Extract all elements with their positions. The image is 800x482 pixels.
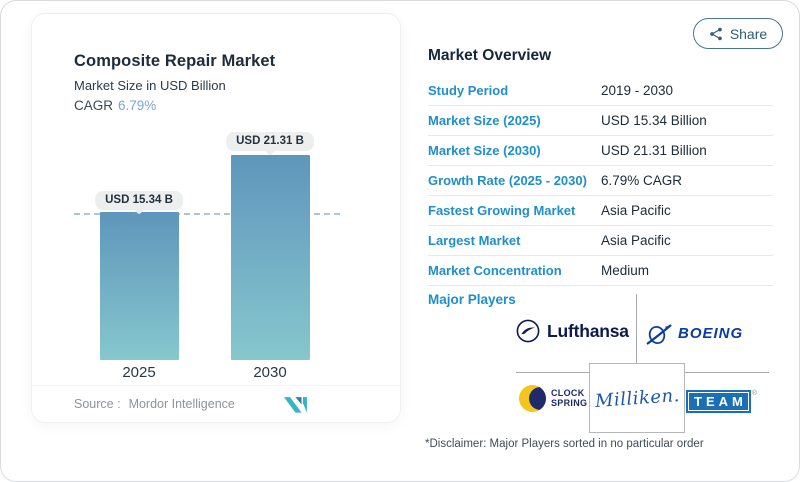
disclaimer-text: *Disclaimer: Major Players sorted in no … [425, 438, 704, 450]
reference-dashed-line [74, 213, 340, 215]
row-label: Growth Rate (2025 - 2030) [428, 173, 587, 188]
connector-horizontal-line-left [516, 372, 589, 373]
source-footer: Source : Mordor Intelligence [32, 385, 400, 422]
source-label: Source : [74, 397, 121, 411]
row-label: Market Size (2030) [428, 143, 541, 158]
bar-value-label-2030: USD 21.31 B [226, 132, 314, 151]
boeing-logo: BOEING [644, 318, 743, 348]
clock-spring-icon [519, 385, 546, 412]
bar-value-label-2025: USD 15.34 B [95, 191, 183, 210]
clock-spring-wordmark: CLOCK SPRING [551, 388, 588, 408]
row-value: Asia Pacific [601, 233, 671, 248]
table-row-growth-rate: Growth Rate (2025 - 2030) 6.79% CAGR [428, 166, 773, 196]
connector-horizontal-line-right [683, 372, 769, 373]
clock-spring-logo: CLOCK SPRING [519, 385, 587, 412]
share-button-label: Share [729, 25, 768, 42]
boeing-symbol-icon [646, 324, 672, 345]
clock-spring-line1: CLOCK [551, 388, 585, 398]
row-label: Largest Market [428, 233, 521, 248]
share-nodes-icon [710, 27, 722, 40]
mordor-intelligence-logo-icon [284, 397, 307, 413]
row-label: Market Concentration [428, 263, 562, 278]
row-value: Asia Pacific [601, 203, 671, 218]
registered-trademark-symbol: ® [751, 390, 758, 397]
table-row-largest-market: Largest Market Asia Pacific [428, 226, 773, 256]
x-axis-label-2030: 2030 [253, 364, 287, 381]
overview-heading: Market Overview [428, 47, 552, 64]
major-players-label: Major Players [428, 292, 516, 307]
team-wordmark: TEAM [686, 390, 751, 413]
table-row-market-concentration: Market Concentration Medium [428, 256, 773, 286]
chart-title: Composite Repair Market [74, 52, 276, 70]
row-value: 6.79% CAGR [601, 173, 683, 188]
chart-header: Composite Repair Market Market Size in U… [74, 52, 275, 113]
table-row-market-size-2030: Market Size (2030) USD 21.31 Billion [428, 136, 773, 166]
lufthansa-logo: Lufthansa [516, 319, 629, 343]
bar-2030 [231, 155, 310, 360]
row-value: USD 15.34 Billion [601, 113, 707, 128]
chart-card: Composite Repair Market Market Size in U… [31, 13, 401, 423]
connector-vertical-line [636, 294, 637, 364]
row-label: Study Period [428, 83, 509, 98]
share-button[interactable]: Share [693, 18, 783, 49]
table-row-study-period: Study Period 2019 - 2030 [428, 76, 773, 106]
bar-2025 [100, 212, 179, 360]
boeing-wordmark: BOEING [678, 324, 744, 342]
bar-chart: USD 15.34 B USD 21.31 B 2025 2030 [32, 14, 400, 422]
team-logo: TEAM ® [686, 390, 757, 413]
x-axis-label-2025: 2025 [122, 364, 156, 381]
milliken-logo: Milliken. [589, 363, 685, 433]
table-row-fastest-growing-market: Fastest Growing Market Asia Pacific [428, 196, 773, 226]
lufthansa-wordmark: Lufthansa [547, 320, 629, 341]
milliken-wordmark: Milliken. [593, 384, 681, 412]
row-value: 2019 - 2030 [601, 83, 674, 98]
cagr-line: CAGR 6.79% [74, 98, 275, 113]
lufthansa-crane-icon [516, 319, 540, 343]
row-label: Market Size (2025) [428, 113, 541, 128]
cagr-value: 6.79% [118, 98, 157, 113]
row-value: Medium [601, 263, 650, 278]
clock-spring-line2: SPRING [551, 397, 588, 408]
table-row-market-size-2025: Market Size (2025) USD 15.34 Billion [428, 106, 773, 136]
source-value: Mordor Intelligence [128, 397, 235, 411]
overview-table: Study Period 2019 - 2030 Market Size (20… [428, 76, 773, 286]
row-value: USD 21.31 Billion [601, 143, 707, 158]
row-label: Fastest Growing Market [428, 203, 576, 218]
chart-subtitle: Market Size in USD Billion [74, 78, 226, 93]
cagr-label: CAGR [74, 98, 114, 113]
